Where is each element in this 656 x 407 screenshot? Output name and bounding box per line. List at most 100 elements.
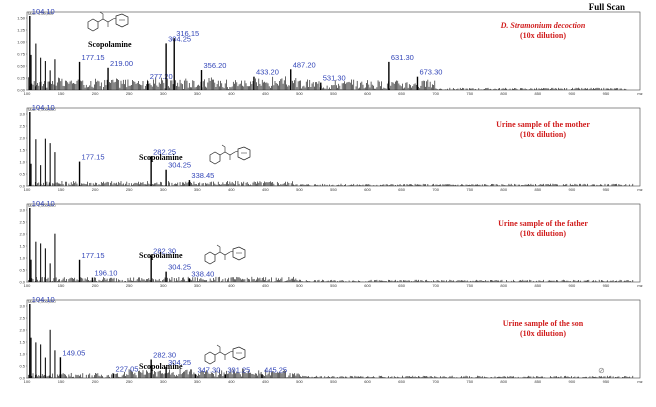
y-tick-label: 0.0 [19,280,25,285]
x-tick-label: 350 [194,91,201,96]
x-tick-label: 350 [194,283,201,288]
bond-chain-icon [219,151,236,156]
x-tick-label: 250 [126,283,133,288]
peak-label: 177.15 [82,53,105,62]
y-tick-label: 1.5 [19,244,25,249]
x-tick-label: 600 [364,283,371,288]
x-tick-label: 400 [228,379,235,384]
x-tick-label: 800 [500,283,507,288]
peak-label: 487.20 [293,60,316,69]
x-tick-label: 250 [126,187,133,192]
x-tick-label: 750 [466,379,473,384]
tropane-ring-icon [237,146,251,161]
x-tick-label: 550 [330,379,337,384]
x-tick-label: 450 [262,91,269,96]
figure-header-title: Full Scan [589,2,625,12]
ester-bond-icon [234,150,239,153]
y-tick-label: 2.0 [19,232,25,237]
x-tick-label: mz [637,379,642,384]
x-tick-label: 950 [603,91,610,96]
baseline-noise [28,180,634,186]
x-tick-label: 450 [262,187,269,192]
panel-subtitle: (10x dilution) [520,229,566,238]
y-tick-label: 3.0 [19,304,25,309]
x-tick-label: 550 [330,91,337,96]
hydroxyl-bond-icon [216,244,221,252]
x-tick-label: 650 [398,91,405,96]
peak-label: 104.10 [32,295,55,304]
peak-label: 304.25 [168,263,191,272]
y-tick-label: 2.0 [19,328,25,333]
compound-label: Scopolamine [139,362,183,371]
panel-title: Urine sample of the mother [496,120,590,129]
phenyl-ring-icon [87,18,99,32]
plot-frame [26,107,641,187]
peak-label: 282.30 [153,246,176,255]
x-tick-label: 950 [603,379,610,384]
x-tick-label: 950 [603,283,610,288]
y-tick-label: 2.0 [19,136,25,141]
x-tick-label: 750 [466,187,473,192]
peak-label: 445.25 [264,365,287,374]
x-tick-label: 300 [160,379,167,384]
peak-label: 104.10 [32,199,55,208]
baseline-noise [28,76,627,90]
x-tick-label: 200 [92,91,99,96]
x-tick-label: 100 [24,283,31,288]
compound-label: Scopolamine [139,153,183,162]
y-tick-label: 1.0 [19,256,25,261]
x-tick-label: 800 [500,187,507,192]
x-tick-label: 600 [364,91,371,96]
x-tick-label: 700 [432,283,439,288]
scopolamine-structure-icon [87,11,129,32]
x-tick-label: 450 [262,379,269,384]
bond-chain-icon [214,251,231,256]
x-tick-label: 800 [500,379,507,384]
scopolamine-structure-icon [204,344,246,365]
panel-title: Urine sample of the son [503,319,584,328]
y-tick-label: 0.00 [17,88,26,93]
plot-frame [26,11,641,91]
x-tick-label: 400 [228,283,235,288]
x-tick-label: 350 [194,379,201,384]
panel-subtitle: (10x dilution) [520,31,566,40]
hydroxyl-bond-icon [99,11,104,19]
peak-label: 304.25 [168,161,191,170]
tropane-ring-icon [232,346,246,361]
ester-bond-icon [229,250,234,253]
tropane-ring-icon [232,246,246,261]
x-tick-label: 350 [194,187,201,192]
ester-bond-icon [112,17,117,20]
peak-label: 673.30 [419,68,442,77]
y-tick-label: 0.5 [19,268,25,273]
x-tick-label: 400 [228,187,235,192]
max-intensity-label: Max. 1,000,000 [28,203,56,208]
x-tick-label: 900 [569,379,576,384]
x-tick-label: mz [637,91,642,96]
x-tick-label: 850 [534,91,541,96]
scopolamine-structure-icon [204,244,246,265]
x-tick-label: 200 [92,187,99,192]
y-tick-label: 1.00 [17,40,26,45]
x-tick-label: 700 [432,91,439,96]
y-tick-label: 2.5 [19,220,25,225]
max-intensity-label: Max. 1,000,000 [28,299,56,304]
x-tick-label: 600 [364,187,371,192]
y-tick-label: 2.5 [19,316,25,321]
x-tick-label: 850 [534,379,541,384]
x-tick-label: 400 [228,91,235,96]
x-tick-label: 150 [58,187,65,192]
x-tick-label: 650 [398,187,405,192]
hydroxyl-bond-icon [216,344,221,352]
peak-label: 304.25 [168,34,191,43]
x-tick-label: 900 [569,187,576,192]
y-tick-label: 1.0 [19,160,25,165]
x-tick-label: 700 [432,187,439,192]
peak-label: 391.25 [227,365,250,374]
y-tick-label: 3.0 [19,112,25,117]
y-tick-label: 1.5 [19,340,25,345]
y-tick-label: 0.5 [19,364,25,369]
x-tick-label: 650 [398,283,405,288]
